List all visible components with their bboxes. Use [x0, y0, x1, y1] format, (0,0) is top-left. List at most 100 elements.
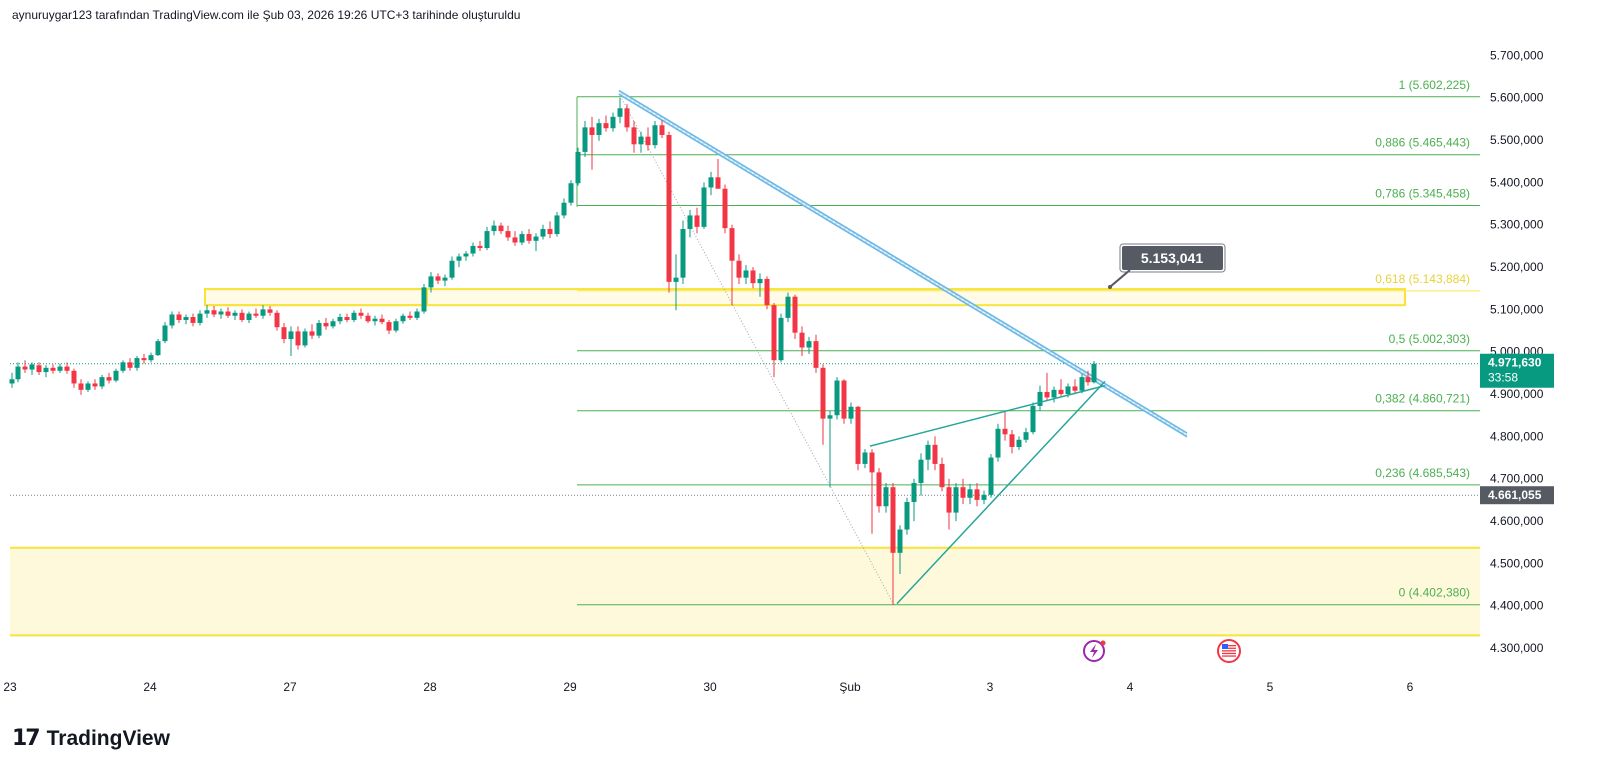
candle-body [36, 365, 42, 373]
candle-body [673, 277, 679, 282]
tradingview-logo[interactable]: 17 TradingView [12, 726, 170, 751]
x-tick-label: 24 [143, 680, 157, 694]
candle-body [9, 379, 15, 384]
candle-body [631, 127, 637, 145]
candle-body [78, 383, 84, 390]
candle-body [645, 136, 651, 146]
candle-body [414, 311, 420, 318]
y-tick-label: 5.400,000 [1490, 175, 1544, 189]
candle-body [204, 310, 210, 314]
tradingview-logo-word: TradingView [46, 726, 170, 750]
candle-body [1091, 363, 1097, 383]
candle-body [64, 366, 70, 371]
candle-body [351, 312, 357, 320]
candle-body [442, 277, 448, 281]
event-dot [1100, 640, 1106, 646]
candle-body [1051, 389, 1057, 398]
flag-stripe [1222, 645, 1236, 647]
candle-body [92, 383, 98, 387]
candle-body [50, 367, 56, 371]
candle-body [477, 245, 483, 249]
tradingview-logo-mark: 17 [12, 726, 41, 751]
candle-body [981, 494, 987, 500]
candle-body [813, 341, 819, 368]
candle-body [43, 367, 49, 373]
candle-body [253, 313, 259, 316]
candle-body [1009, 434, 1015, 447]
y-tick-label: 5.500,000 [1490, 133, 1544, 147]
candle-body [904, 502, 910, 530]
candle-body [519, 234, 525, 243]
candle-body [162, 325, 168, 342]
x-tick-label: 29 [563, 680, 577, 694]
y-tick-label: 4.800,000 [1490, 429, 1544, 443]
candle-body [827, 415, 833, 419]
y-tick-label: 5.100,000 [1490, 302, 1544, 316]
y-tick-label: 4.600,000 [1490, 514, 1544, 528]
candle-body [141, 358, 147, 361]
candle-body [988, 457, 994, 495]
flag-stripe [1222, 650, 1236, 652]
x-tick-label: 30 [703, 680, 717, 694]
candle-body [624, 108, 630, 128]
candle-body [239, 312, 245, 320]
candle-body [771, 305, 777, 361]
candle-body [687, 215, 693, 229]
candle-body [456, 256, 462, 261]
candle-body [1002, 428, 1008, 435]
candle-body [806, 341, 812, 348]
fib-level-label: 0,382 (4.860,721) [1375, 392, 1470, 406]
candle-body [428, 276, 434, 288]
candle-body [1037, 391, 1043, 406]
candle-body [841, 380, 847, 419]
candle-body [1030, 405, 1036, 433]
candle-body [505, 231, 511, 238]
x-tick-label: Şub [839, 680, 861, 694]
y-tick-label: 4.700,000 [1490, 472, 1544, 486]
price-callout-anchor [1108, 284, 1112, 289]
candle-body [407, 315, 413, 318]
resistance-zone [204, 288, 1406, 307]
flag-stripe [1222, 655, 1236, 657]
candle-body [960, 487, 966, 498]
candle-body [659, 125, 665, 135]
candle-body [1044, 391, 1050, 398]
trend-channel-top [618, 89, 1188, 434]
candle-body [330, 321, 336, 327]
candle-body [764, 278, 770, 306]
candle-body [176, 314, 182, 320]
candle-body [246, 313, 252, 320]
candle-body [316, 322, 322, 336]
trend-channel-mid [618, 92, 1188, 436]
support-zone [10, 547, 1480, 636]
candle-body [421, 287, 427, 312]
candle-body [708, 177, 714, 188]
candle-body [792, 296, 798, 333]
candle-body [379, 318, 385, 323]
candle-body [85, 383, 91, 390]
candle-body [491, 225, 497, 232]
candle-body [736, 260, 742, 278]
candle-body [939, 463, 945, 488]
candle-body [953, 487, 959, 513]
candle-body [1016, 439, 1022, 447]
candle-body [638, 136, 644, 145]
candle-body [547, 228, 553, 235]
candle-body [498, 225, 504, 232]
candle-body [365, 315, 371, 322]
candle-body [155, 341, 161, 356]
candle-body [218, 311, 224, 315]
candle-body [701, 187, 707, 227]
candle-body [99, 377, 105, 387]
current-price-label: 4.971,630 [1488, 356, 1542, 370]
resistance-zone-origin [204, 288, 428, 307]
y-tick-label: 4.900,000 [1490, 387, 1544, 401]
candle-body [715, 177, 721, 189]
candle-body [134, 358, 140, 368]
lightning-glyph [1090, 644, 1098, 658]
price-callout-label: 5.153,041 [1141, 250, 1203, 266]
candle-body [757, 278, 763, 284]
candle-body [211, 310, 217, 315]
y-tick-label: 5.200,000 [1490, 260, 1544, 274]
